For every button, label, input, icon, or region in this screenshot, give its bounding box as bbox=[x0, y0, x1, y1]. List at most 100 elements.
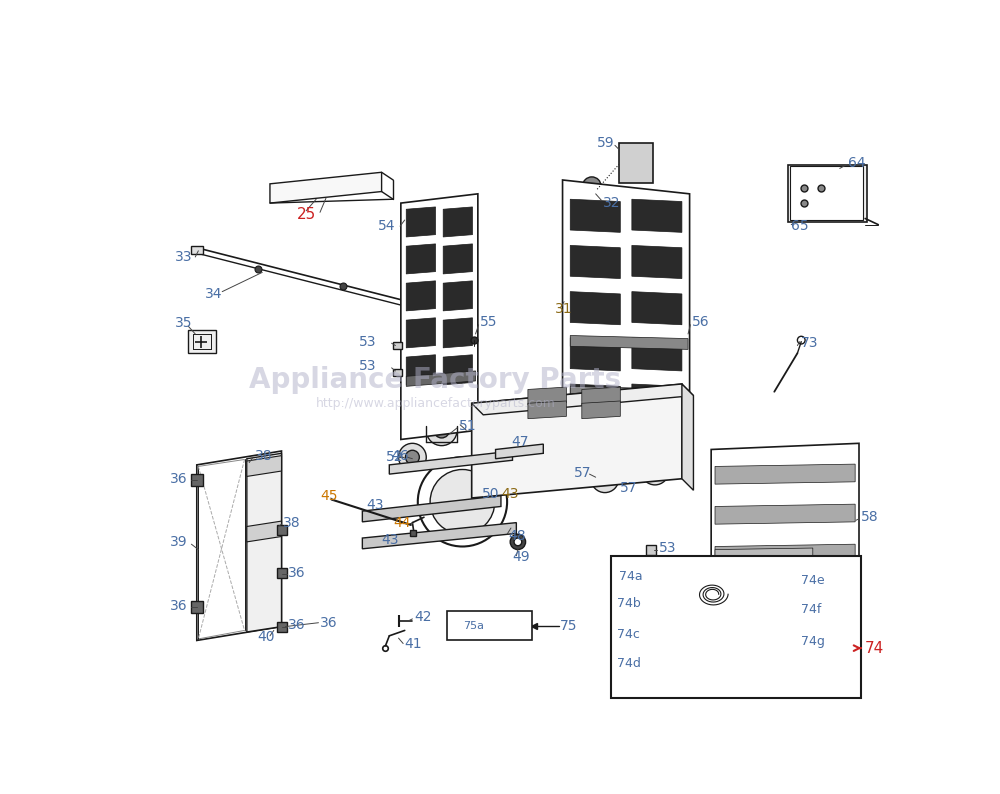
Bar bbox=[393, 341, 402, 349]
Text: 73: 73 bbox=[801, 336, 819, 350]
Circle shape bbox=[434, 422, 449, 438]
Circle shape bbox=[405, 450, 419, 464]
Text: 74f: 74f bbox=[801, 603, 822, 616]
Polygon shape bbox=[406, 281, 436, 311]
Polygon shape bbox=[247, 456, 282, 476]
Polygon shape bbox=[247, 521, 282, 542]
Bar bbox=[447, 611, 532, 641]
Text: 32: 32 bbox=[603, 196, 621, 210]
Polygon shape bbox=[570, 336, 688, 349]
Text: 35: 35 bbox=[175, 316, 193, 330]
Polygon shape bbox=[247, 453, 282, 632]
Bar bbox=[619, 143, 653, 183]
Polygon shape bbox=[563, 180, 690, 449]
Polygon shape bbox=[496, 444, 543, 459]
Text: 36: 36 bbox=[170, 599, 187, 613]
Polygon shape bbox=[528, 401, 566, 418]
Polygon shape bbox=[711, 443, 859, 602]
Text: 40: 40 bbox=[257, 630, 274, 644]
Polygon shape bbox=[443, 207, 472, 237]
Text: 53: 53 bbox=[358, 335, 376, 349]
Polygon shape bbox=[406, 355, 436, 385]
Text: 43: 43 bbox=[382, 534, 399, 547]
Polygon shape bbox=[715, 504, 855, 524]
Circle shape bbox=[583, 177, 601, 195]
Text: Appliance Factory Parts: Appliance Factory Parts bbox=[249, 366, 622, 394]
Text: 44: 44 bbox=[393, 516, 411, 530]
Polygon shape bbox=[443, 318, 472, 348]
Text: 48: 48 bbox=[509, 530, 526, 543]
Polygon shape bbox=[632, 245, 682, 279]
Text: 47: 47 bbox=[511, 435, 528, 449]
Text: 59: 59 bbox=[597, 136, 615, 150]
Text: 74g: 74g bbox=[801, 635, 825, 649]
Text: 53: 53 bbox=[358, 360, 376, 373]
Text: 75: 75 bbox=[560, 619, 578, 633]
Text: 46: 46 bbox=[392, 449, 409, 463]
Circle shape bbox=[649, 464, 661, 477]
Polygon shape bbox=[406, 207, 436, 237]
Circle shape bbox=[625, 148, 646, 169]
Bar bbox=[790, 166, 863, 220]
Circle shape bbox=[641, 457, 669, 485]
Circle shape bbox=[687, 630, 693, 636]
Polygon shape bbox=[715, 572, 813, 587]
Text: 39: 39 bbox=[170, 535, 187, 549]
Text: 50: 50 bbox=[482, 488, 499, 501]
Polygon shape bbox=[406, 371, 476, 387]
Circle shape bbox=[599, 472, 611, 485]
Text: 56: 56 bbox=[692, 315, 710, 330]
Circle shape bbox=[514, 538, 522, 545]
Circle shape bbox=[591, 464, 619, 492]
Polygon shape bbox=[472, 384, 693, 414]
Text: 55: 55 bbox=[480, 315, 498, 330]
Polygon shape bbox=[406, 244, 436, 274]
Polygon shape bbox=[632, 199, 682, 233]
Text: 43: 43 bbox=[366, 498, 384, 512]
Text: 75a: 75a bbox=[463, 621, 484, 630]
Text: 38: 38 bbox=[255, 449, 272, 463]
Polygon shape bbox=[197, 451, 282, 641]
Bar bbox=[393, 368, 402, 376]
Text: 33: 33 bbox=[175, 250, 193, 264]
Polygon shape bbox=[443, 244, 472, 274]
Bar bbox=[191, 246, 203, 254]
Polygon shape bbox=[632, 291, 682, 325]
Polygon shape bbox=[528, 387, 566, 405]
Text: 54: 54 bbox=[378, 219, 395, 233]
Text: 43: 43 bbox=[501, 488, 518, 501]
Polygon shape bbox=[570, 245, 620, 279]
Polygon shape bbox=[570, 291, 620, 325]
Polygon shape bbox=[715, 548, 813, 562]
Polygon shape bbox=[401, 194, 478, 439]
Text: 65: 65 bbox=[791, 219, 809, 233]
Polygon shape bbox=[389, 451, 512, 474]
Polygon shape bbox=[632, 384, 682, 417]
Text: 31: 31 bbox=[555, 303, 572, 316]
Circle shape bbox=[430, 469, 495, 534]
Polygon shape bbox=[570, 387, 688, 400]
Text: 57: 57 bbox=[574, 465, 592, 480]
Polygon shape bbox=[443, 355, 472, 385]
Polygon shape bbox=[682, 384, 693, 490]
Polygon shape bbox=[570, 384, 620, 417]
Text: 38: 38 bbox=[283, 515, 301, 530]
Text: http://www.appliancefactoryparts.com: http://www.appliancefactoryparts.com bbox=[316, 397, 555, 410]
Text: 64: 64 bbox=[848, 156, 866, 170]
Polygon shape bbox=[582, 387, 620, 405]
Text: 74b: 74b bbox=[617, 597, 641, 610]
Polygon shape bbox=[406, 318, 436, 348]
Polygon shape bbox=[582, 401, 620, 418]
Polygon shape bbox=[362, 495, 501, 522]
Polygon shape bbox=[715, 464, 855, 484]
Text: 74: 74 bbox=[865, 641, 884, 656]
Text: 53: 53 bbox=[659, 572, 676, 586]
Polygon shape bbox=[788, 164, 867, 222]
Text: 74d: 74d bbox=[617, 657, 641, 670]
Polygon shape bbox=[570, 337, 620, 371]
Bar bbox=[405, 300, 414, 308]
Text: 41: 41 bbox=[405, 637, 422, 650]
Circle shape bbox=[399, 443, 426, 471]
Polygon shape bbox=[570, 199, 620, 233]
Text: 74c: 74c bbox=[617, 628, 640, 641]
